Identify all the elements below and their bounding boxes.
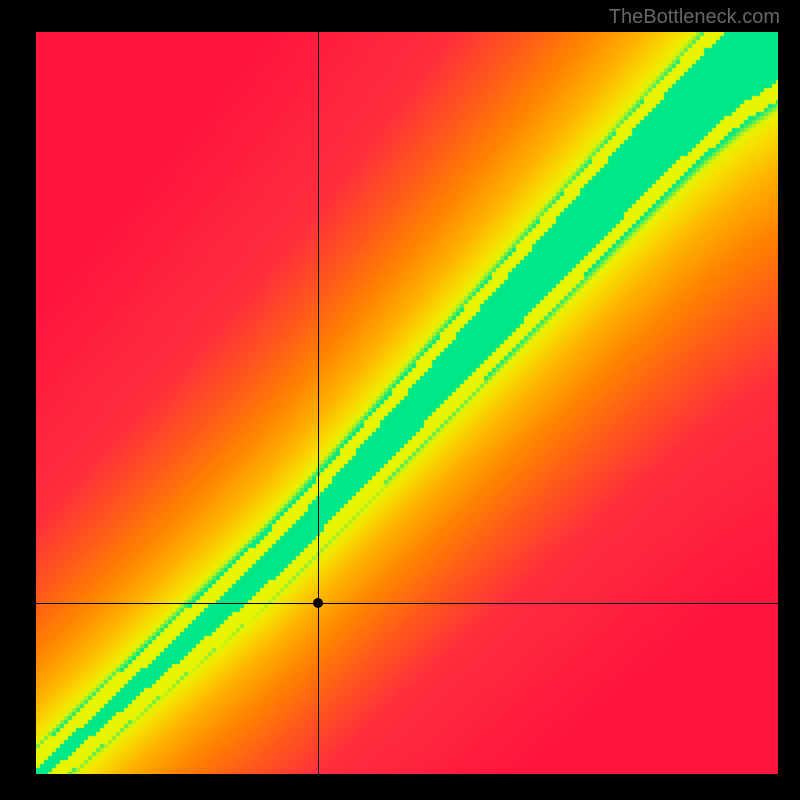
data-point-marker (313, 598, 323, 608)
chart-container: TheBottleneck.com (0, 0, 800, 800)
watermark-text: TheBottleneck.com (609, 6, 780, 29)
crosshair-horizontal (36, 603, 778, 604)
heatmap-canvas (36, 32, 778, 774)
crosshair-vertical (318, 32, 319, 774)
plot-area (36, 32, 778, 774)
